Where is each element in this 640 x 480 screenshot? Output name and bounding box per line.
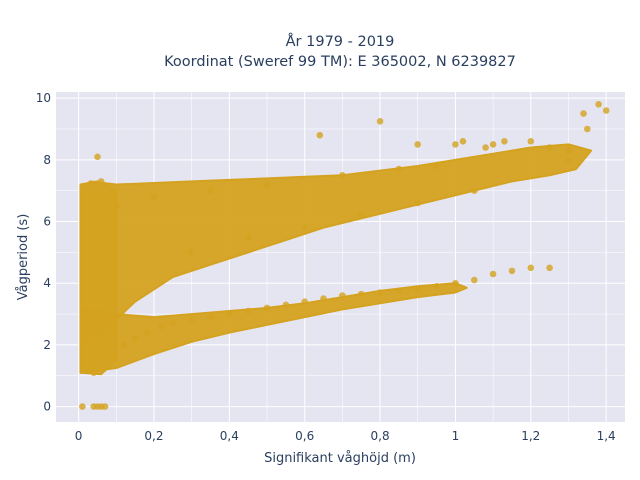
data-point: [339, 172, 346, 179]
data-point: [244, 233, 252, 241]
data-point: [595, 101, 602, 108]
data-point: [376, 118, 384, 125]
data-point: [301, 224, 309, 231]
data-point: [508, 267, 516, 275]
data-point: [471, 187, 478, 194]
data-point: [395, 287, 403, 295]
density-bands: [79, 143, 593, 376]
chart-subtitle: Koordinat (Sweref 99 TM): E 365002, N 62…: [164, 54, 516, 70]
data-point: [357, 212, 365, 219]
data-point: [357, 290, 365, 298]
data-point: [90, 187, 97, 194]
x-tick-label: 0,4: [220, 429, 239, 443]
left-column: [79, 180, 118, 376]
data-point: [94, 295, 101, 302]
data-point: [452, 279, 459, 287]
data-point: [94, 218, 101, 225]
data-point: [414, 199, 422, 207]
data-point: [131, 335, 139, 343]
data-point: [602, 107, 610, 114]
data-point: [94, 264, 101, 272]
data-point: [452, 141, 459, 148]
data-point: [97, 310, 105, 318]
data-point: [94, 153, 101, 161]
data-point: [113, 202, 120, 210]
data-point: [263, 181, 271, 188]
data-point: [207, 313, 214, 321]
x-tick-label: 0: [75, 429, 83, 443]
y-tick-label: 2: [43, 338, 51, 352]
data-point: [565, 147, 572, 154]
data-point: [120, 341, 128, 349]
data-point: [244, 307, 252, 315]
data-point: [79, 403, 86, 410]
grid-layer: [56, 92, 625, 422]
data-point: [101, 193, 109, 201]
data-point: [414, 286, 422, 293]
data-point: [489, 270, 497, 278]
data-point: [105, 233, 113, 241]
data-point: [316, 131, 324, 139]
x-tick-label: 0,8: [371, 429, 390, 443]
data-point: [433, 283, 440, 290]
data-point: [188, 316, 195, 324]
data-point: [150, 193, 158, 201]
x-tick-labels: 0 0,2 0,4 0,6 0,8 1 1,2 1,4: [75, 429, 616, 443]
data-point: [376, 289, 384, 296]
data-point: [301, 298, 309, 306]
x-tick-label: 1,2: [521, 429, 540, 443]
data-point: [282, 301, 290, 309]
data-point: [101, 403, 109, 410]
data-point: [207, 187, 214, 194]
data-point: [339, 292, 346, 299]
data-point: [527, 264, 535, 272]
data-point: [90, 209, 97, 216]
data-point: [97, 178, 105, 185]
lower-cluster: [79, 282, 468, 374]
x-tick-label: 1,4: [597, 429, 616, 443]
data-point: [158, 323, 165, 330]
data-point: [320, 295, 327, 302]
data-point: [414, 141, 422, 148]
data-point: [109, 353, 116, 361]
data-point: [471, 276, 478, 284]
data-point: [459, 138, 467, 145]
x-axis-title: Signifikant våghöjd (m): [264, 451, 416, 466]
data-point: [90, 369, 97, 377]
data-point: [433, 162, 440, 170]
y-axis-title: Vågperiod (s): [16, 214, 31, 301]
data-point: [546, 264, 553, 272]
data-point: [482, 144, 489, 151]
data-point: [580, 110, 587, 117]
data-point: [188, 249, 195, 256]
y-tick-label: 8: [43, 153, 51, 167]
scatter-points: [79, 101, 610, 410]
upper-cluster: [79, 143, 593, 346]
data-point: [489, 141, 497, 148]
chart-title: År 1979 - 2019: [286, 33, 395, 50]
y-tick-labels: 0 2 4 6 8 10: [36, 91, 51, 413]
y-tick-label: 4: [43, 276, 51, 290]
data-point: [546, 144, 553, 151]
data-point: [97, 249, 105, 256]
data-point: [143, 329, 150, 336]
data-point: [501, 138, 508, 145]
data-point: [565, 156, 572, 164]
y-tick-label: 6: [43, 215, 51, 229]
x-tick-label: 0,6: [295, 429, 314, 443]
data-point: [263, 304, 271, 312]
data-point: [94, 341, 101, 349]
y-tick-label: 0: [43, 400, 51, 414]
data-point: [584, 125, 591, 133]
data-point: [527, 138, 535, 145]
x-tick-label: 0,2: [144, 429, 163, 443]
x-tick-label: 1: [452, 429, 460, 443]
data-point: [226, 310, 233, 318]
data-point: [395, 165, 403, 173]
y-tick-label: 10: [36, 91, 51, 105]
data-point: [169, 320, 177, 327]
